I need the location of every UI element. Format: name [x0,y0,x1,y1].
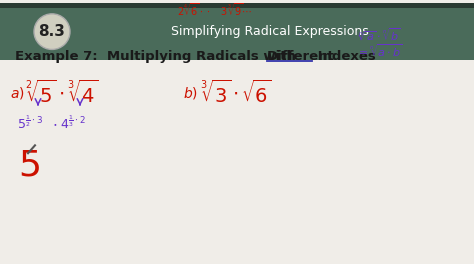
FancyBboxPatch shape [0,3,474,8]
Text: $2\sqrt[4]{6} \cdot \cdot$   $3\sqrt[3]{9} \cdots$: $2\sqrt[4]{6} \cdot \cdot$ $3\sqrt[3]{9}… [177,2,253,18]
Text: $\cdot$: $\cdot$ [232,83,238,102]
Text: $\sqrt[2]{5}$: $\sqrt[2]{5}$ [25,79,56,107]
Text: Simplifying Radical Expressions: Simplifying Radical Expressions [171,25,369,38]
Text: $\cdot$: $\cdot$ [52,116,57,131]
Text: Different: Different [267,50,335,63]
Text: $5^{\frac{1}{2}\cdot 3}$: $5^{\frac{1}{2}\cdot 3}$ [17,115,43,132]
Text: $b)$: $b)$ [183,85,198,101]
Text: $\sqrt[3]{3}$: $\sqrt[3]{3}$ [200,79,231,107]
Text: $= \sqrt[n]{a \cdot b}$: $= \sqrt[n]{a \cdot b}$ [356,42,403,59]
Text: $a)$: $a)$ [10,85,25,101]
Text: $\sqrt[3]{4}$: $\sqrt[3]{4}$ [67,79,98,107]
Text: $\cdot$: $\cdot$ [58,83,64,102]
Text: 8.3: 8.3 [38,24,65,39]
Text: Example 7:  Multiplying Radicals with: Example 7: Multiplying Radicals with [15,50,301,63]
Text: $\sqrt{6}$: $\sqrt{6}$ [241,79,272,107]
Text: $\sqrt[n]{a} \cdot \sqrt[n]{b}$: $\sqrt[n]{a} \cdot \sqrt[n]{b}$ [358,26,401,43]
Text: Indexes: Indexes [313,50,376,63]
Text: $4^{\frac{1}{3}\cdot 2}$: $4^{\frac{1}{3}\cdot 2}$ [60,115,86,132]
Text: $5$: $5$ [18,148,40,182]
Circle shape [34,14,70,49]
FancyBboxPatch shape [0,3,474,60]
